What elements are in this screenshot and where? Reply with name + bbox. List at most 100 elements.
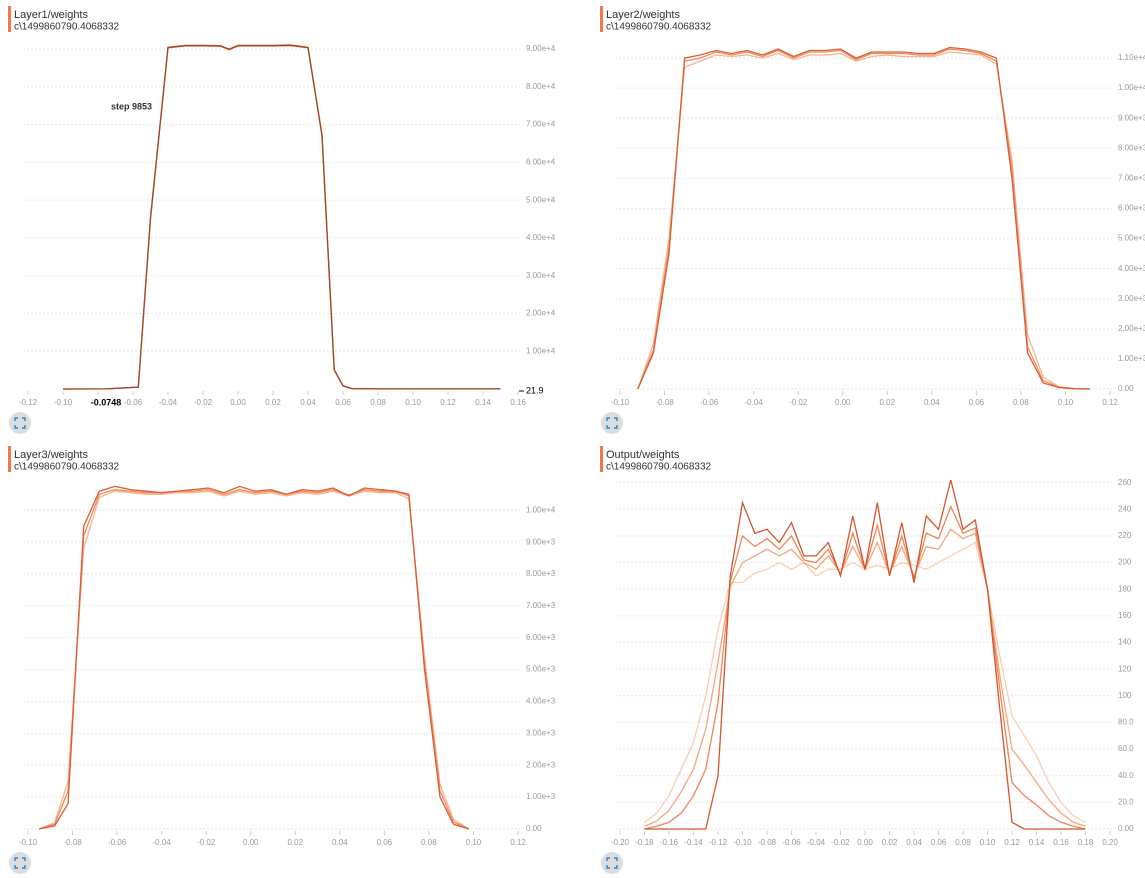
- x-tick-label: 0.16: [1053, 838, 1069, 847]
- y-tick-label: 6.00e+4: [526, 157, 556, 166]
- x-tick-label: 0.12: [1004, 838, 1020, 847]
- hover-x-label: -0.0748: [91, 397, 122, 407]
- y-tick-label: 0.00: [526, 824, 542, 833]
- x-tick-label: 0.10: [466, 838, 482, 847]
- expand-icon: [606, 857, 618, 869]
- x-tick-label: -0.02: [831, 838, 850, 847]
- x-tick-label: 0.00: [835, 398, 851, 407]
- series-line: [38, 490, 470, 830]
- x-tick-label: 0.02: [265, 398, 281, 407]
- x-tick-label: -0.10: [611, 398, 630, 407]
- expand-icon: [14, 417, 26, 429]
- y-tick-label: 6.00e+3: [1118, 204, 1145, 213]
- y-tick-label: 260: [1118, 478, 1132, 487]
- y-tick-label: 80.0: [1118, 718, 1134, 727]
- x-tick-label: -0.04: [745, 398, 764, 407]
- x-tick-label: 0.06: [931, 838, 947, 847]
- series-line: [637, 51, 1091, 390]
- expand-button-bg: [9, 852, 31, 874]
- x-tick-label: -0.06: [124, 398, 143, 407]
- y-tick-label: 2.00e+3: [526, 760, 556, 769]
- series-line: [38, 488, 470, 830]
- y-tick-label: 5.00e+3: [526, 665, 556, 674]
- chart-subtitle: c\1499860790.4068332: [606, 22, 712, 33]
- x-tick-label: 0.12: [510, 838, 526, 847]
- y-tick-label: 8.00e+4: [526, 82, 556, 91]
- y-tick-label: 9.00e+3: [526, 537, 556, 546]
- series-line: [644, 541, 1086, 823]
- y-tick-label: 1.10e+4: [1118, 53, 1145, 62]
- y-tick-label: 1.00e+4: [1118, 83, 1145, 92]
- x-tick-label: 0.12: [1102, 398, 1118, 407]
- series-line: [637, 48, 1091, 390]
- x-tick-label: -0.08: [758, 838, 777, 847]
- x-tick-label: 0.12: [440, 398, 456, 407]
- expand-button[interactable]: [9, 852, 31, 874]
- series-line: [62, 45, 501, 390]
- title-bar: [600, 6, 603, 32]
- y-tick-label: 20.0: [1118, 797, 1134, 806]
- y-tick-label: 240: [1118, 504, 1132, 513]
- chart-title: Layer1/weights: [14, 9, 88, 21]
- y-tick-label: 4.00e+3: [526, 697, 556, 706]
- y-tick-label: 100: [1118, 691, 1132, 700]
- y-tick-label: 9.00e+3: [1118, 113, 1145, 122]
- y-tick-label: 8.00e+3: [526, 569, 556, 578]
- y-tick-label: 2.00e+4: [526, 309, 556, 318]
- x-tick-label: 0.10: [980, 838, 996, 847]
- x-tick-label: -0.10: [19, 838, 38, 847]
- x-tick-label: 0.16: [510, 398, 526, 407]
- x-tick-label: -0.12: [19, 398, 38, 407]
- x-tick-label: 0.02: [879, 398, 895, 407]
- expand-button-bg: [601, 412, 623, 434]
- chart-title: Layer2/weights: [606, 9, 680, 21]
- x-tick-label: 0.20: [1102, 838, 1118, 847]
- hover-y-label: 21.9: [526, 385, 544, 395]
- x-tick-label: 0.10: [1058, 398, 1074, 407]
- x-tick-label: -0.14: [684, 838, 703, 847]
- y-tick-label: 160: [1118, 611, 1132, 620]
- y-tick-label: 4.00e+3: [1118, 264, 1145, 273]
- x-tick-label: 0.08: [1013, 398, 1029, 407]
- x-tick-label: 0.00: [857, 838, 873, 847]
- chart-subtitle: c\1499860790.4068332: [14, 462, 120, 473]
- y-tick-label: 200: [1118, 558, 1132, 567]
- expand-button-bg: [9, 412, 31, 434]
- y-tick-label: 5.00e+3: [1118, 234, 1145, 243]
- x-tick-label: 0.08: [955, 838, 971, 847]
- x-tick-label: 0.14: [1029, 838, 1045, 847]
- x-tick-label: -0.18: [635, 838, 654, 847]
- y-tick-label: 8.00e+3: [1118, 143, 1145, 152]
- y-tick-label: 220: [1118, 531, 1132, 540]
- y-tick-label: 7.00e+3: [1118, 174, 1145, 183]
- title-bar: [8, 446, 11, 472]
- x-tick-label: -0.10: [54, 398, 73, 407]
- series-line: [644, 528, 1086, 827]
- y-tick-label: 3.00e+3: [526, 728, 556, 737]
- y-tick-label: 1.00e+3: [526, 792, 556, 801]
- expand-button[interactable]: [601, 412, 623, 434]
- x-tick-label: -0.06: [108, 838, 127, 847]
- y-tick-label: 5.00e+4: [526, 195, 556, 204]
- series-line: [62, 44, 501, 390]
- y-tick-label: 0.00: [1118, 824, 1134, 833]
- chart-title: Output/weights: [606, 449, 680, 461]
- expand-button[interactable]: [601, 852, 623, 874]
- y-tick-label: 1.00e+3: [1118, 354, 1145, 363]
- expand-button[interactable]: [9, 412, 31, 434]
- x-tick-label: 0.06: [969, 398, 985, 407]
- x-tick-label: 0.18: [1078, 838, 1094, 847]
- x-tick-label: 0.08: [421, 838, 437, 847]
- x-tick-label: 0.04: [924, 398, 940, 407]
- x-tick-label: -0.02: [194, 398, 213, 407]
- x-tick-label: 0.14: [475, 398, 491, 407]
- x-tick-label: -0.04: [153, 838, 172, 847]
- x-tick-label: -0.16: [660, 838, 679, 847]
- x-tick-label: -0.10: [733, 838, 752, 847]
- y-tick-label: 2.00e+3: [1118, 324, 1145, 333]
- expand-icon: [606, 417, 618, 429]
- y-tick-label: 4.00e+4: [526, 233, 556, 242]
